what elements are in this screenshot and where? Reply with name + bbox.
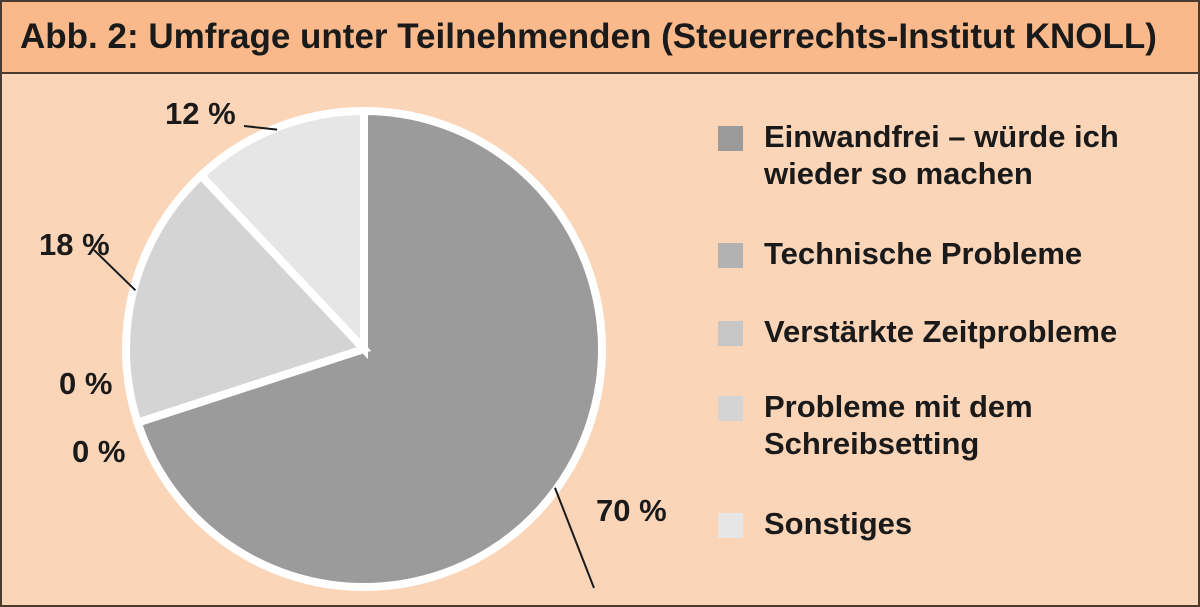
title-bar: Abb. 2: Umfrage unter Teilnehmenden (Ste… — [2, 2, 1198, 74]
pie-slice-einwandfrei — [132, 106, 606, 591]
legend-label: Technische Probleme — [764, 236, 1083, 271]
legend-swatch — [718, 126, 743, 151]
legend-label: Verstärkte Zeitprobleme — [764, 314, 1118, 349]
chart-title: Abb. 2: Umfrage unter Teilnehmenden (Ste… — [20, 17, 1157, 56]
legend-swatch — [718, 243, 743, 268]
leader-line-einwandfrei — [553, 487, 595, 589]
leader-line-schreibsetting — [93, 249, 137, 292]
legend-label: Einwandfrei – würde ich wieder so machen — [764, 119, 1119, 191]
slice-label-einwandfrei: 70 % — [596, 493, 667, 528]
leader-line-sonstiges — [243, 125, 278, 131]
pie-chart — [93, 106, 606, 591]
legend-swatch — [718, 321, 743, 346]
slice-label-technische-probleme: 0 % — [59, 366, 113, 401]
legend-label: Probleme mit dem Schreibsetting — [764, 389, 1033, 461]
legend-label: Sonstiges — [764, 506, 913, 541]
pie-slice-sonstiges — [195, 106, 368, 360]
legend-swatch — [718, 396, 743, 421]
legend-swatch — [718, 513, 743, 538]
slice-label-sonstiges: 12 % — [165, 96, 236, 131]
slice-label-schreibsetting: 18 % — [39, 227, 110, 262]
slice-label-zeitprobleme: 0 % — [72, 434, 126, 469]
